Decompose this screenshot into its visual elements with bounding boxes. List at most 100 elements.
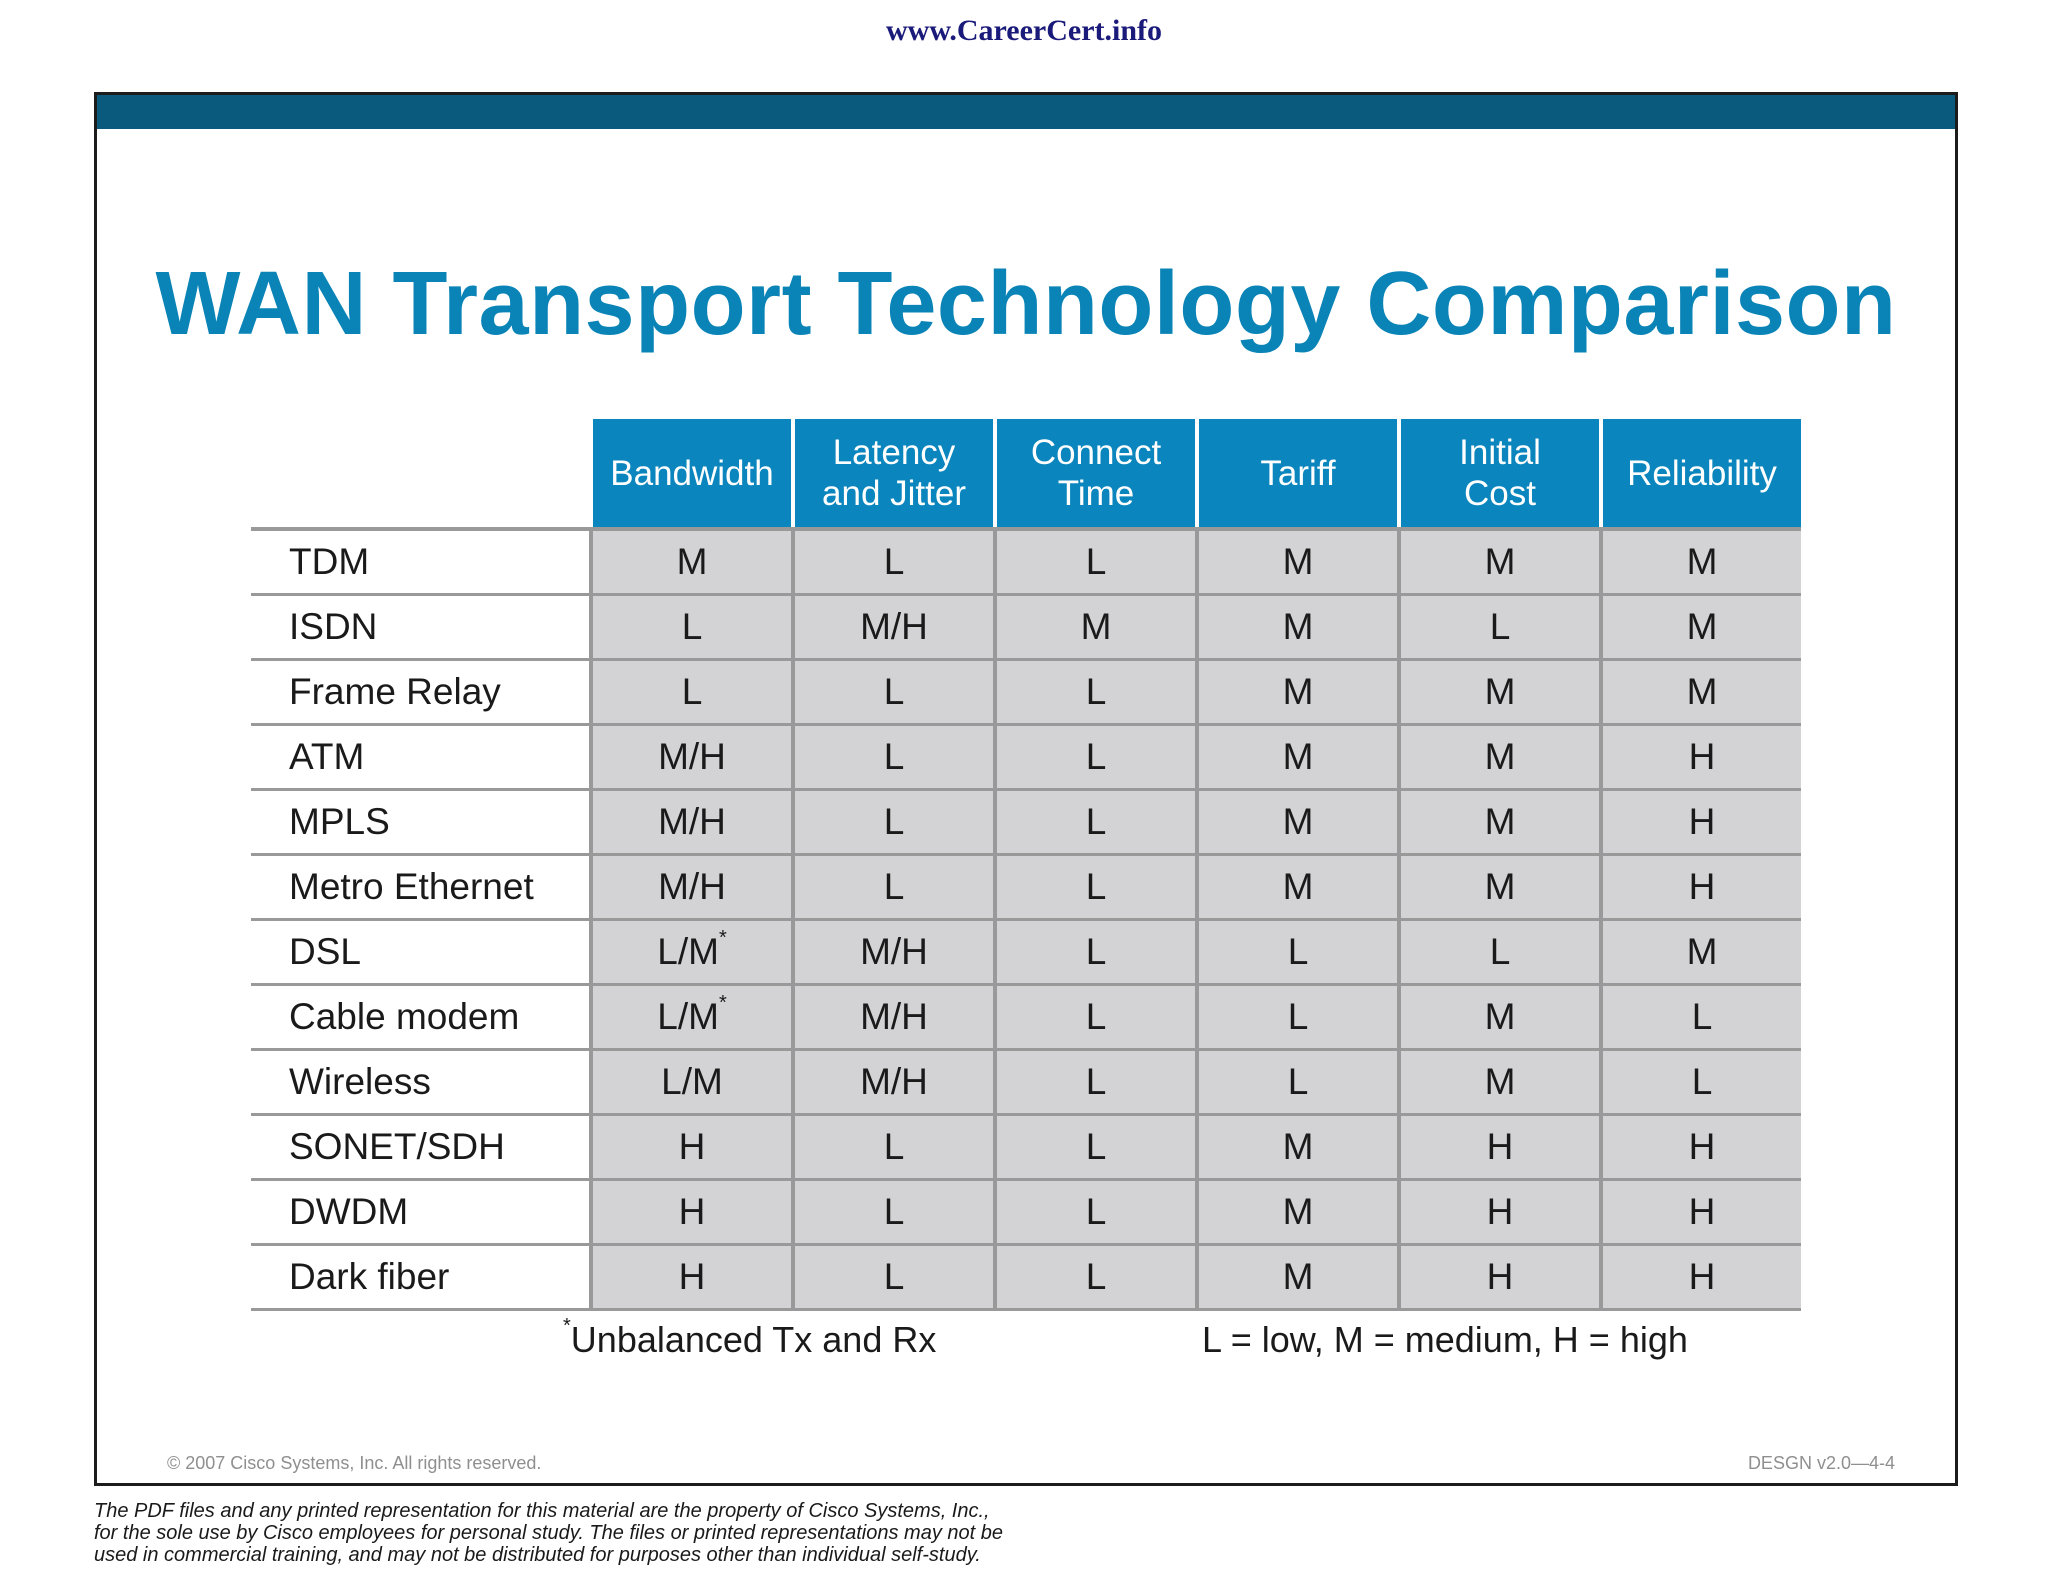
legend-text: L = low, M = medium, H = high (1202, 1319, 1688, 1360)
cell-value: H (1688, 736, 1716, 777)
cell-value: M (1282, 1256, 1314, 1297)
row-label: TDM (251, 527, 589, 596)
table-cell: H (1599, 726, 1801, 791)
disclaimer-line: for the sole use by Cisco employees for … (94, 1522, 1003, 1544)
cell-value: H (1688, 1256, 1716, 1297)
table-cell: H (1397, 1246, 1599, 1311)
table-cell: L (1599, 1051, 1801, 1116)
row-label: Wireless (251, 1051, 589, 1116)
row-label: Dark fiber (251, 1246, 589, 1311)
cell-value: M (1686, 606, 1718, 647)
table-row: Dark fiber H L L M H H (251, 1246, 1801, 1311)
table-cell: L (791, 1246, 993, 1311)
table-cell: M (1397, 661, 1599, 726)
table-row: Frame Relay L L L M M M (251, 661, 1801, 726)
table-cell: M (1195, 527, 1397, 596)
header-blank-cell (251, 419, 589, 527)
footnote: *Unbalanced Tx and Rx (563, 1315, 937, 1361)
cell-value: H (678, 1256, 706, 1297)
cell-value: L (883, 1126, 905, 1167)
table-row: DSL L/M* M/H L L L M (251, 921, 1801, 986)
table-cell: H (1599, 1246, 1801, 1311)
table-cell: L (993, 1051, 1195, 1116)
cell-value: H (1688, 1191, 1716, 1232)
table-cell: M (1397, 527, 1599, 596)
cell-value: L (883, 1256, 905, 1297)
cell-value: L (1287, 996, 1309, 1037)
cell-value: H (1688, 866, 1716, 907)
table-cell: M/H (791, 1051, 993, 1116)
table-cell: H (1599, 1116, 1801, 1181)
table-cell: H (589, 1181, 791, 1246)
disclaimer-line: used in commercial training, and may not… (94, 1544, 981, 1566)
column-header-initial-cost: Initial Cost (1397, 419, 1599, 527)
column-header-connect-time: Connect Time (993, 419, 1195, 527)
table-cell: L (791, 661, 993, 726)
cell-value: H (1688, 1126, 1716, 1167)
slide: WAN Transport Technology Comparison Band… (94, 92, 1958, 1486)
cell-value: L (681, 671, 703, 712)
table-row: DWDM H L L M H H (251, 1181, 1801, 1246)
cell-value: M (676, 541, 708, 582)
cell-value: M (1484, 866, 1516, 907)
cell-value: M (1484, 541, 1516, 582)
table-cell: H (589, 1246, 791, 1311)
cell-value: M (1484, 996, 1516, 1037)
table-cell: L (791, 726, 993, 791)
table-body: TDM M L L M M M ISDN L M/H M M L M Frame Relay L L L M M M AT… (251, 527, 1801, 1311)
table-cell: L (1599, 986, 1801, 1051)
table-cell: L (993, 986, 1195, 1051)
watermark-url[interactable]: www.CareerCert.info (885, 14, 1163, 47)
cell-value: H (1486, 1256, 1514, 1297)
row-label: MPLS (251, 791, 589, 856)
table-cell: L (589, 596, 791, 661)
cell-value: L (1085, 866, 1107, 907)
table-cell: M (1195, 1116, 1397, 1181)
cell-value: M/H (658, 736, 726, 777)
table-cell: M/H (589, 791, 791, 856)
table-row: Cable modem L/M* M/H L L M L (251, 986, 1801, 1051)
cell-value: L (1085, 931, 1107, 972)
table-cell: M/H (791, 596, 993, 661)
table-row: ATM M/H L L M M H (251, 726, 1801, 791)
table-cell: H (1599, 856, 1801, 921)
cell-value: L (1287, 931, 1309, 972)
cell-value: M (1484, 736, 1516, 777)
table-cell: H (589, 1116, 791, 1181)
cell-value: L/M (657, 931, 719, 972)
table-cell: M (1195, 596, 1397, 661)
row-label: Frame Relay (251, 661, 589, 726)
cell-value: M/H (860, 606, 928, 647)
cell-value: L (883, 866, 905, 907)
table-cell: H (1599, 1181, 1801, 1246)
footnote-text: Unbalanced Tx and Rx (570, 1319, 937, 1360)
cell-value: L (1085, 671, 1107, 712)
cell-value: M/H (658, 866, 726, 907)
cell-value: M (1282, 1126, 1314, 1167)
column-header-reliability: Reliability (1599, 419, 1801, 527)
cell-value: M/H (658, 801, 726, 842)
table-row: ISDN L M/H M M L M (251, 596, 1801, 661)
table-cell: M (1195, 1181, 1397, 1246)
table-row: Metro Ethernet M/H L L M M H (251, 856, 1801, 921)
table-cell: L/M (589, 1051, 791, 1116)
table-row: SONET/SDH H L L M H H (251, 1116, 1801, 1181)
table-cell: L (589, 661, 791, 726)
table-cell: L (1397, 596, 1599, 661)
cell-value: M (1282, 1191, 1314, 1232)
column-header-tariff: Tariff (1195, 419, 1397, 527)
table-cell: M (1397, 856, 1599, 921)
cell-value: L (1085, 996, 1107, 1037)
row-label: DSL (251, 921, 589, 986)
table-cell: H (1599, 791, 1801, 856)
cell-value: M (1686, 931, 1718, 972)
cell-value: H (1486, 1191, 1514, 1232)
cell-value: L (681, 606, 703, 647)
cell-value: L (1085, 1191, 1107, 1232)
table-header-row: Bandwidth Latency and Jitter Connect Time … (251, 419, 1801, 527)
cell-value: L/M (657, 996, 719, 1037)
table-cell: M (1397, 986, 1599, 1051)
table-cell: M/H (589, 856, 791, 921)
row-label: SONET/SDH (251, 1116, 589, 1181)
cell-value: L (1489, 931, 1511, 972)
